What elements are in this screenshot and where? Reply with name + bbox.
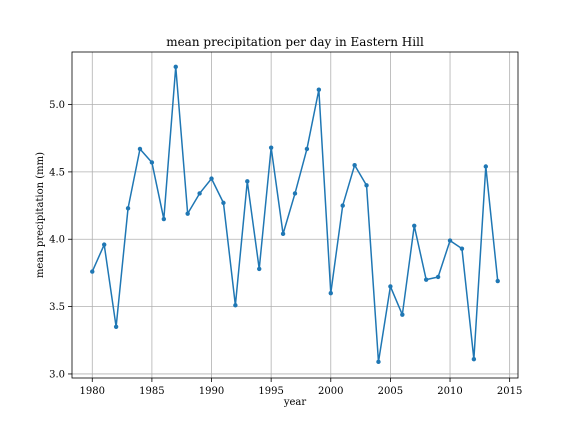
data-point <box>113 324 119 330</box>
data-point <box>471 356 477 362</box>
data-point <box>316 87 322 92</box>
data-point <box>280 231 286 237</box>
y-tick-label: 5.0 <box>49 100 65 111</box>
x-tick-label: 2010 <box>437 386 462 397</box>
data-point <box>412 223 417 228</box>
data-point <box>257 266 262 272</box>
grid <box>72 52 518 378</box>
data-point <box>495 278 500 284</box>
data-point <box>435 274 441 280</box>
x-axis: 1980 1985 1990 1995 2000 2005 2010 2015 <box>80 378 522 397</box>
y-tick-label: 4.0 <box>49 235 65 246</box>
data-point <box>328 290 333 296</box>
data-point <box>185 211 190 216</box>
data-point <box>292 191 298 196</box>
x-tick-label: 2000 <box>318 386 343 397</box>
data-point <box>149 160 155 165</box>
data-point <box>423 277 429 282</box>
series-group <box>90 64 500 365</box>
data-point <box>90 269 95 274</box>
x-tick-label: 1985 <box>139 386 164 397</box>
data-point <box>483 164 489 169</box>
data-point <box>209 176 214 181</box>
x-tick-label: 1995 <box>258 386 283 397</box>
x-tick-label: 2015 <box>497 386 522 397</box>
data-point <box>101 242 107 247</box>
series-line <box>91 66 499 363</box>
data-point <box>447 238 453 243</box>
y-tick-label: 3.5 <box>49 302 65 313</box>
plot-frame <box>71 51 519 379</box>
data-point <box>352 162 357 168</box>
y-axis-label: mean precipitation (mm) <box>35 152 46 278</box>
data-point <box>125 206 131 211</box>
data-point <box>400 312 405 317</box>
data-point <box>245 179 250 184</box>
y-tick-label: 3.0 <box>49 369 65 380</box>
data-point <box>459 246 465 251</box>
data-point <box>376 359 381 365</box>
data-point <box>221 200 226 206</box>
x-tick-label: 1980 <box>80 386 105 397</box>
data-point <box>388 284 393 289</box>
data-point <box>173 64 178 70</box>
data-point <box>364 183 369 188</box>
x-tick-label: 1990 <box>199 386 224 397</box>
data-point <box>161 216 167 222</box>
chart-title: mean precipitation per day in Eastern Hi… <box>166 35 424 49</box>
data-point <box>268 145 274 150</box>
y-tick-label: 4.5 <box>49 167 65 178</box>
data-point <box>137 146 143 152</box>
x-axis-label: year <box>283 397 307 408</box>
data-point <box>304 146 310 152</box>
x-tick-label: 2005 <box>378 386 403 397</box>
y-axis: 3.0 3.5 4.0 4.5 5.0 <box>49 100 72 380</box>
data-point <box>233 303 238 308</box>
data-point <box>197 191 202 196</box>
data-point <box>340 203 345 208</box>
